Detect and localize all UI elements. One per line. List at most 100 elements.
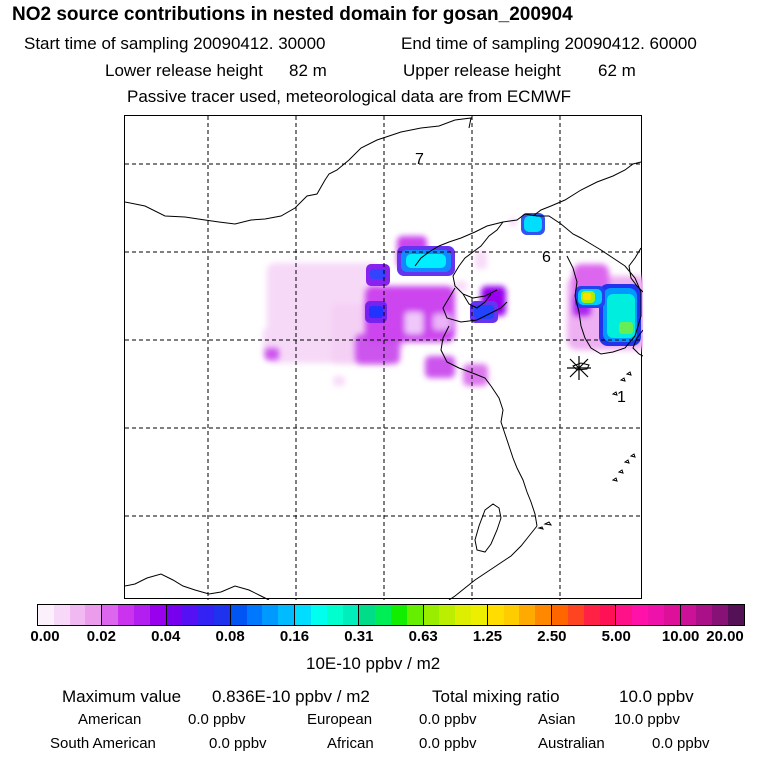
- colorbar-swatch: [423, 605, 440, 625]
- colorbar-tick-label: 1.25: [472, 628, 503, 645]
- colorbar-swatch: [471, 605, 487, 625]
- colorbar-swatch: [118, 605, 134, 625]
- colorbar-segment: [166, 605, 231, 625]
- max-value: 0.836E-10 ppbv / m2: [212, 687, 370, 706]
- colorbar-tick-label: 0.63: [408, 628, 438, 645]
- coastlines: [125, 117, 643, 600]
- colorbar-swatch: [198, 605, 214, 625]
- colorbar-swatch: [583, 605, 600, 625]
- colorbar-swatch: [102, 605, 119, 625]
- colorbar-swatch: [632, 605, 649, 625]
- region-australian-name: Australian: [538, 735, 605, 752]
- max-value-label: Maximum value: [62, 687, 182, 706]
- region-asian-name: Asian: [538, 711, 576, 728]
- region-american-name: American: [78, 711, 142, 728]
- region-asian-value: 10.0 ppbv: [614, 711, 680, 728]
- marker-label-7: 7: [415, 151, 424, 168]
- colorbar-tick-label: 0.02: [86, 628, 116, 645]
- colorbar-swatch: [262, 605, 279, 625]
- total-mixing-value: 10.0 ppbv: [619, 687, 694, 706]
- region-african-name: African: [327, 735, 374, 752]
- colorbar-segment: [423, 605, 488, 625]
- colorbar-swatch: [552, 605, 568, 625]
- start-time-label: Start time of sampling 20090412. 30000: [24, 34, 326, 53]
- marker-label-6: 6: [542, 249, 551, 266]
- colorbar-swatch: [69, 605, 86, 625]
- colorbar-swatch: [213, 605, 230, 625]
- colorbar-segment: [616, 605, 681, 625]
- region-south-american-value: 0.0 ppbv: [209, 735, 267, 752]
- map-panel: 7 6 1: [124, 115, 643, 600]
- colorbar-swatch: [133, 605, 150, 625]
- marker-label-1: 1: [617, 389, 626, 406]
- colorbar-segment: [487, 605, 553, 625]
- region-american-value: 0.0 ppbv: [188, 711, 246, 728]
- colorbar-swatch: [696, 605, 713, 625]
- colorbar-segment: [359, 605, 424, 625]
- upper-height-label: Upper release height: [403, 61, 561, 80]
- concentration-peak: [365, 213, 641, 346]
- colorbar-tick-label: 5.00: [601, 628, 631, 645]
- colorbar-swatch: [663, 605, 680, 625]
- colorbar-segment: [552, 605, 617, 625]
- lower-height-label: Lower release height: [105, 61, 263, 80]
- colorbar-swatch: [182, 605, 199, 625]
- colorbar-segment: [295, 605, 360, 625]
- colorbar-swatch: [375, 605, 391, 625]
- colorbar-tick-label: 2.50: [537, 628, 567, 645]
- colorbar-swatch: [503, 605, 520, 625]
- colorbar-swatch: [326, 605, 343, 625]
- lower-height-value: 82 m: [289, 61, 327, 80]
- colorbar-swatch: [648, 605, 664, 625]
- colorbar-swatch: [246, 605, 263, 625]
- lat-lon-grid: [125, 116, 643, 600]
- map-canvas: 7 6 1: [125, 116, 643, 600]
- colorbar-swatch: [295, 605, 311, 625]
- colorbar-swatch: [455, 605, 472, 625]
- colorbar-swatch: [487, 605, 504, 625]
- region-european-value: 0.0 ppbv: [419, 711, 477, 728]
- colorbar-segment: [102, 605, 167, 625]
- colorbar-swatch: [230, 605, 247, 625]
- colorbar-swatch: [390, 605, 407, 625]
- colorbar-swatch: [85, 605, 102, 625]
- colorbar-swatch: [53, 605, 70, 625]
- upper-height-value: 62 m: [598, 61, 636, 80]
- colorbar: [37, 604, 745, 626]
- colorbar-unit: 10E-10 ppbv / m2: [306, 654, 441, 673]
- total-mixing-label: Total mixing ratio: [432, 687, 560, 706]
- colorbar-tick-label: 10.00: [661, 628, 700, 645]
- colorbar-swatch: [149, 605, 166, 625]
- colorbar-swatch: [712, 605, 729, 625]
- colorbar-tick-label: 20.00: [706, 628, 744, 645]
- colorbar-swatch: [535, 605, 552, 625]
- region-australian-value: 0.0 ppbv: [652, 735, 710, 752]
- region-african-value: 0.0 ppbv: [419, 735, 477, 752]
- colorbar-tick-label: 0.16: [279, 628, 310, 645]
- colorbar-tick-label: 0.31: [344, 628, 374, 645]
- colorbar-swatch: [166, 605, 183, 625]
- colorbar-swatch: [359, 605, 376, 625]
- colorbar-segment: [680, 605, 744, 625]
- colorbar-swatch: [439, 605, 456, 625]
- colorbar-tick-label: 0.00: [30, 628, 60, 645]
- colorbar-swatch: [616, 605, 633, 625]
- colorbar-swatch: [599, 605, 616, 625]
- colorbar-swatch: [728, 605, 744, 625]
- colorbar-swatch: [406, 605, 423, 625]
- colorbar-segment: [38, 605, 103, 625]
- region-european-name: European: [307, 711, 373, 728]
- colorbar-swatch: [342, 605, 359, 625]
- end-time-label: End time of sampling 20090412. 60000: [401, 34, 697, 53]
- colorbar-swatch: [38, 605, 54, 625]
- colorbar-swatch: [278, 605, 295, 625]
- page-title: NO2 source contributions in nested domai…: [12, 4, 573, 25]
- colorbar-segment: [230, 605, 296, 625]
- colorbar-swatch: [519, 605, 536, 625]
- colorbar-tick-label: 0.04: [151, 628, 181, 645]
- colorbar-swatch: [567, 605, 584, 625]
- colorbar-swatch: [310, 605, 327, 625]
- receptor-marker: [567, 356, 591, 380]
- colorbar-tick-label: 0.08: [215, 628, 245, 645]
- colorbar-swatch: [680, 605, 697, 625]
